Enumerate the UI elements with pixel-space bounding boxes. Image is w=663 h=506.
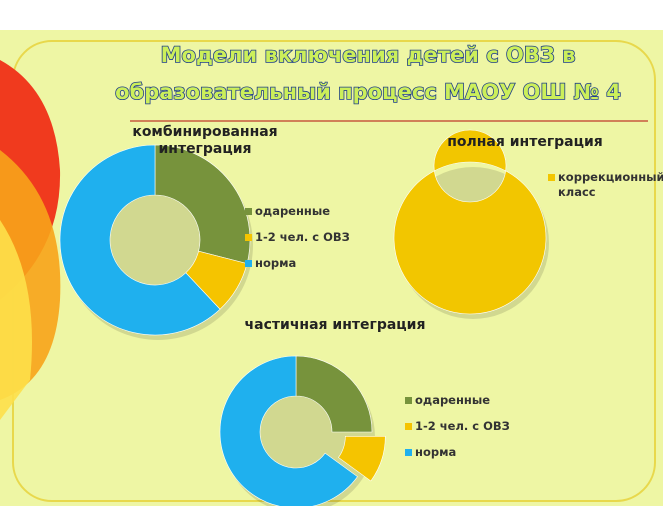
legend-entry: одаренные	[245, 204, 365, 219]
legend-label: коррекционный класс	[558, 170, 663, 199]
legend-label: норма	[415, 445, 457, 459]
donut-slice	[338, 436, 386, 482]
deco-shape	[0, 220, 32, 420]
chart-title: комбинированная интеграция	[132, 124, 278, 157]
legend-entry: норма	[245, 256, 365, 271]
legend: коррекционный класс	[548, 170, 663, 211]
slide-title: образовательный процесс МАОУ ОШ № 4	[115, 80, 621, 104]
legend-swatch	[405, 449, 412, 456]
legend-entry: одаренные	[405, 393, 535, 408]
legend-swatch	[245, 234, 252, 241]
legend-label: одаренные	[415, 393, 491, 407]
legend-label: 1-2 чел. с ОВЗ	[415, 419, 510, 433]
chart-title: частичная интеграция	[244, 317, 426, 333]
slide-title: Модели включения детей с ОВЗ в	[161, 43, 576, 67]
donut-slice	[219, 355, 358, 506]
chart-title: полная интеграция	[447, 134, 603, 150]
legend-entry: коррекционный класс	[548, 170, 663, 200]
legend-swatch	[405, 397, 412, 404]
legend: одаренные 1-2 чел. с ОВЗ норма	[405, 393, 535, 471]
donut-slice	[295, 355, 373, 433]
legend-label: одаренные	[255, 204, 331, 218]
legend-swatch	[548, 174, 555, 181]
legend-label: норма	[255, 256, 297, 270]
legend: одаренные 1-2 чел. с ОВЗ норма	[245, 204, 365, 282]
legend-entry: 1-2 чел. с ОВЗ	[245, 230, 365, 245]
donut-slice	[59, 144, 221, 336]
legend-swatch	[405, 423, 412, 430]
legend-swatch	[245, 208, 252, 215]
donut-slice	[154, 144, 251, 264]
legend-label: 1-2 чел. с ОВЗ	[255, 230, 350, 244]
legend-entry: норма	[405, 445, 535, 460]
legend-swatch	[245, 260, 252, 267]
legend-entry: 1-2 чел. с ОВЗ	[405, 419, 535, 434]
donut-slice	[393, 129, 547, 315]
